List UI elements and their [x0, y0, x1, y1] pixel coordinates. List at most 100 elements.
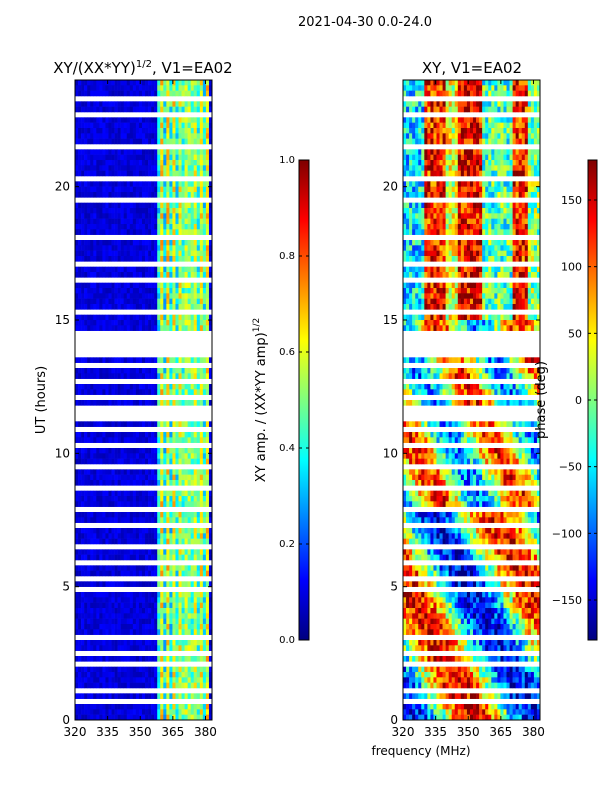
heatmap-cell [427, 138, 431, 145]
heatmap-cell [108, 597, 112, 603]
heatmap-cell [96, 208, 100, 214]
heatmap-cell [190, 85, 195, 91]
heatmap-cell [138, 320, 143, 326]
heatmap-cell [439, 128, 443, 134]
heatmap-cell [515, 90, 519, 97]
heatmap-cell [84, 288, 88, 294]
heatmap-cell [202, 272, 207, 278]
heatmap-cell [151, 250, 155, 257]
heatmap-cell [172, 581, 176, 587]
heatmap-cell [418, 160, 422, 166]
heatmap-cell [193, 181, 198, 187]
heatmap-cell [473, 85, 477, 91]
heatmap-cell [178, 245, 182, 251]
heatmap-cell [503, 85, 507, 91]
heatmap-cell [193, 218, 198, 225]
heatmap-cell [154, 714, 158, 721]
heatmap-cell [512, 80, 516, 86]
heatmap-cell [184, 672, 188, 678]
heatmap-cell [129, 218, 134, 225]
heatmap-cell [148, 218, 152, 225]
heatmap-cell [208, 320, 213, 326]
heatmap-cell [117, 672, 121, 678]
heatmap-cell [154, 602, 158, 609]
heatmap-cell [117, 629, 121, 635]
heatmap-cell [208, 304, 213, 310]
heatmap-cell [424, 213, 428, 219]
heatmap-cell [172, 240, 176, 246]
heatmap-cell [184, 624, 188, 630]
heatmap-cell [202, 298, 207, 305]
heatmap-cell [120, 448, 125, 454]
heatmap-cell [202, 186, 207, 193]
heatmap-cell [87, 437, 91, 443]
heatmap-cell [145, 170, 149, 177]
heatmap-cell [114, 474, 118, 481]
heatmap-cell [102, 474, 106, 481]
heatmap-cell [518, 170, 523, 177]
heatmap-cell [172, 469, 176, 475]
heatmap-cell [154, 480, 158, 486]
heatmap-cell [126, 128, 131, 134]
heatmap-cell [169, 133, 173, 139]
heatmap-cell [433, 218, 437, 225]
heatmap-cell [169, 320, 173, 326]
heatmap-cell [108, 101, 112, 107]
heatmap-cell [448, 138, 453, 145]
heatmap-cell [202, 704, 207, 710]
heatmap-cell [445, 165, 449, 171]
heatmap-cell [172, 608, 176, 614]
heatmap-cell [84, 581, 88, 587]
heatmap-cell [160, 624, 164, 630]
heatmap-cell [163, 448, 167, 454]
heatmap-cell [421, 208, 425, 214]
heatmap-cell [178, 128, 182, 134]
heatmap-cell [151, 624, 155, 630]
heatmap-cell [132, 266, 137, 273]
heatmap-cell [160, 192, 164, 198]
heatmap-cell [494, 202, 498, 209]
heatmap-cell [451, 213, 456, 219]
heatmap-cell [75, 549, 79, 555]
heatmap-cell [145, 304, 149, 310]
heatmap-cell [105, 357, 109, 363]
x-tick-label: 320 [64, 725, 87, 739]
heatmap-cell [521, 138, 526, 145]
heatmap-cell [163, 138, 167, 145]
heatmap-cell [135, 160, 140, 166]
heatmap-cell [160, 224, 164, 230]
heatmap-cell [78, 282, 82, 289]
heatmap-cell [482, 80, 486, 86]
heatmap-cell [503, 106, 507, 113]
heatmap-cell [163, 613, 167, 619]
heatmap-cell [108, 298, 112, 305]
heatmap-cell [175, 357, 179, 363]
heatmap-cell [187, 165, 191, 171]
heatmap-cell [433, 160, 437, 166]
heatmap-cell [494, 165, 498, 171]
heatmap-cell [102, 298, 106, 305]
heatmap-cell [154, 85, 158, 91]
heatmap-cell [114, 138, 118, 145]
heatmap-cell [135, 229, 140, 235]
heatmap-cell [178, 677, 182, 683]
heatmap-cell [102, 218, 106, 225]
heatmap-cell [427, 85, 431, 91]
heatmap-cell [117, 202, 121, 209]
heatmap-cell [138, 570, 143, 577]
heatmap-cell [84, 629, 88, 635]
heatmap-cell [439, 213, 443, 219]
heatmap-cell [181, 272, 185, 278]
heatmap-cell [485, 80, 489, 86]
heatmap-cell [202, 592, 207, 598]
heatmap-cell [448, 208, 453, 214]
heatmap-cell [120, 592, 125, 598]
heatmap-cell [99, 250, 103, 257]
heatmap-cell [135, 640, 140, 646]
heatmap-cell [111, 218, 115, 225]
heatmap-cell [93, 314, 97, 321]
heatmap-cell [148, 453, 152, 459]
heatmap-cell [99, 288, 103, 294]
heatmap-cell [454, 80, 459, 86]
heatmap-cell [108, 629, 112, 635]
